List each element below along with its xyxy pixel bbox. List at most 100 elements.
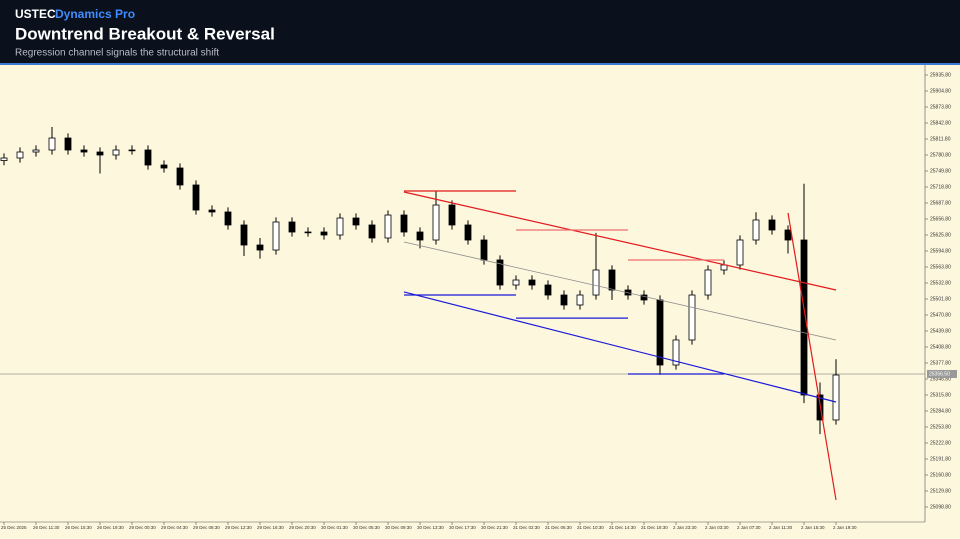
candle-body <box>832 374 840 421</box>
chart-bg <box>0 65 960 534</box>
candle-body <box>528 279 536 286</box>
x-tick-label: 2 Jan 03:30 <box>705 525 729 530</box>
candle-body <box>144 149 152 166</box>
y-tick-label: 25842.80 <box>930 120 951 126</box>
x-tick-label: 30 Dec 13:30 <box>417 525 444 530</box>
channel-lower <box>403 291 837 403</box>
candle-body <box>448 204 456 226</box>
x-tick-label: 31 Dec 06:30 <box>545 525 572 530</box>
y-tick-label: 25749.80 <box>930 168 951 174</box>
candle-body <box>368 224 376 239</box>
candle-body <box>560 294 568 306</box>
y-tick-label: 25935.80 <box>930 72 951 78</box>
candle-body <box>176 167 184 186</box>
x-tick-label: 31 Dec 18:30 <box>641 525 668 530</box>
candle-body <box>288 221 296 233</box>
x-tick-label: 2 Jan 07:30 <box>737 525 761 530</box>
candle-body <box>208 209 216 213</box>
y-tick-label: 25501.80 <box>930 296 951 302</box>
x-tick-label: 26 Dec 15:30 <box>65 525 92 530</box>
y-tick-label: 25780.80 <box>930 152 951 158</box>
candle-body <box>672 339 680 366</box>
y-tick-label: 25718.80 <box>930 184 951 190</box>
x-tick-label: 2 Jan 11:30 <box>769 525 793 530</box>
candle-body <box>128 149 136 152</box>
channel-upper <box>403 191 837 291</box>
candle-body <box>432 204 440 241</box>
x-tick-label: 30 Dec 09:30 <box>385 525 412 530</box>
y-tick-label: 25563.80 <box>930 264 951 270</box>
current-price-label: 25356.50 <box>929 371 950 377</box>
candle-body <box>512 279 520 286</box>
candle-body <box>96 151 104 156</box>
y-tick-label: 25222.80 <box>930 440 951 446</box>
candle-body <box>576 294 584 306</box>
x-tick-label: 30 Dec 01:30 <box>321 525 348 530</box>
x-tick-label: 2 Jan 23:30 <box>673 525 697 530</box>
current-price-box <box>927 369 957 378</box>
y-tick-label: 25284.80 <box>930 408 951 414</box>
y-tick-label: 25594.80 <box>930 248 951 254</box>
x-tick-label: 29 Dec 12:30 <box>225 525 252 530</box>
y-tick-label: 25315.80 <box>930 392 951 398</box>
x-tick-label: 31 Dec 02:30 <box>513 525 540 530</box>
y-tick-label: 25191.80 <box>930 456 951 462</box>
candle-body <box>416 231 424 241</box>
candle-body <box>224 211 232 226</box>
candle-body <box>592 269 600 296</box>
chart-subtitle: Regression channel signals the structura… <box>15 48 219 59</box>
candle-body <box>496 259 504 286</box>
candle-body <box>160 164 168 169</box>
candle-body <box>112 149 120 156</box>
x-tick-label: 29 Dec 20:30 <box>289 525 316 530</box>
chart-title: Downtrend Breakout & Reversal <box>15 24 275 43</box>
brand: Dynamics Pro <box>55 7 135 21</box>
x-tick-label: 26 Dec 11:30 <box>33 525 60 530</box>
candle-body <box>464 224 472 241</box>
candle-body <box>64 137 72 151</box>
candle-body <box>192 184 200 211</box>
y-tick-label: 25098.80 <box>930 504 951 510</box>
y-tick-label: 25687.80 <box>930 200 951 206</box>
x-tick-label: 31 Dec 10:30 <box>577 525 604 530</box>
x-tick-label: 25 Dec 2025 <box>1 525 27 530</box>
x-tick-label: 2 Jan 15:30 <box>801 525 825 530</box>
y-tick-label: 25253.80 <box>930 424 951 430</box>
candle-body <box>32 149 40 153</box>
candle-body <box>0 157 8 161</box>
y-tick-label: 25160.80 <box>930 472 951 478</box>
candle-body <box>752 219 760 241</box>
y-tick-label: 25873.80 <box>930 104 951 110</box>
y-tick-label: 25625.80 <box>930 232 951 238</box>
y-tick-label: 25656.80 <box>930 216 951 222</box>
x-tick-label: 29 Dec 00:30 <box>129 525 156 530</box>
x-tick-label: 30 Dec 05:30 <box>353 525 380 530</box>
x-tick-label: 2 Jan 19:30 <box>833 525 857 530</box>
y-tick-label: 25129.80 <box>930 488 951 494</box>
y-tick-label: 25408.80 <box>930 344 951 350</box>
y-tick-label: 25346.80 <box>930 376 951 382</box>
candle-body <box>16 151 24 159</box>
reversal-line <box>787 212 837 501</box>
candle-body <box>736 239 744 266</box>
candle-body <box>800 239 808 396</box>
candle-body <box>608 269 616 291</box>
candle-body <box>544 284 552 296</box>
y-tick-label: 25811.80 <box>930 136 951 142</box>
candle-body <box>256 244 264 251</box>
symbol: USTEC <box>15 7 56 21</box>
x-tick-label: 29 Dec 16:30 <box>257 525 284 530</box>
x-tick-label: 26 Dec 19:30 <box>97 525 124 530</box>
channel-middle <box>403 241 837 341</box>
candle-body <box>384 214 392 239</box>
candle-body <box>304 231 312 234</box>
x-tick-label: 30 Dec 17:30 <box>449 525 476 530</box>
candle-body <box>80 149 88 153</box>
candle-body <box>48 137 56 151</box>
candle-body <box>400 214 408 233</box>
x-tick-label: 30 Dec 21:30 <box>481 525 508 530</box>
y-tick-label: 25377.80 <box>930 360 951 366</box>
candle-body <box>656 299 664 366</box>
candle-body <box>320 231 328 236</box>
